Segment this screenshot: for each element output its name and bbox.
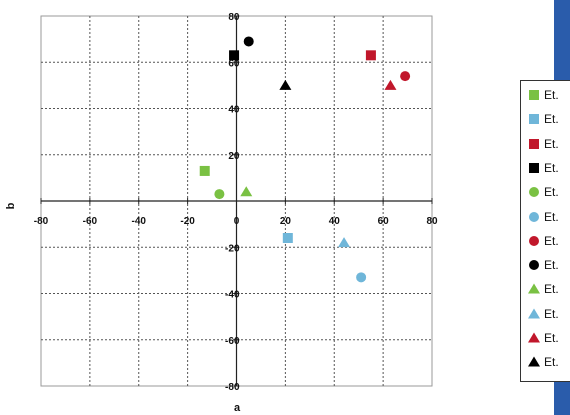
x-tick-label: -80 (34, 216, 49, 227)
legend-item: Et. (527, 280, 570, 298)
legend-marker-circle (529, 187, 539, 198)
axes (40, 15, 433, 387)
x-tick-label: 80 (426, 216, 438, 227)
x-axis-label: a (234, 402, 241, 414)
legend-item: Et. (527, 353, 570, 371)
legend-marker-square (529, 162, 539, 173)
data-point-triangle (279, 79, 292, 90)
legend-label: Et. (544, 258, 559, 273)
y-tick-label: 40 (228, 105, 240, 116)
legend-symbol (528, 283, 540, 294)
legend-symbol (529, 162, 539, 173)
y-tick-label: 60 (228, 58, 240, 69)
scatter-plot: -80 -60 -40 -20 0 20 40 60 80 -80 -60 -40 -20 20 40 60 8… (5, 12, 438, 414)
data-point-triangle (240, 186, 253, 197)
legend-symbol (529, 90, 539, 100)
legend-symbol (528, 308, 540, 319)
x-tick-label: 0 (234, 216, 240, 227)
legend-label: Et. (544, 331, 559, 345)
data-point-square (229, 50, 240, 61)
data-point-square (199, 165, 210, 176)
legend-marker-triangle (528, 332, 540, 343)
x-tick-label: -20 (180, 216, 195, 227)
legend-symbol (528, 332, 540, 343)
legend-marker-circle (529, 260, 539, 271)
legend-item: Et. (527, 135, 570, 153)
legend-item: Et. (527, 159, 570, 177)
legend-label: Et. (544, 88, 559, 102)
legend-item: Et. (527, 110, 570, 128)
x-tick-label: 60 (378, 216, 390, 227)
legend-symbol (528, 356, 540, 367)
legend-item: Et. (527, 256, 570, 274)
legend-label: Et. (544, 282, 559, 297)
x-tick-label: 40 (329, 216, 341, 227)
x-tick-label: 20 (280, 216, 292, 227)
legend-item: Et. (527, 86, 570, 104)
x-tick-label: -40 (132, 216, 147, 227)
legend-label: Et. (544, 160, 559, 175)
data-point-square (365, 50, 376, 61)
data-point-circle (243, 36, 254, 47)
data-point-circle (400, 71, 411, 82)
legend-marker-triangle (528, 356, 540, 367)
legend-item: Et. (527, 232, 570, 250)
legend-label: Et. (544, 209, 559, 224)
y-tick-label: -60 (225, 336, 240, 347)
legend-marker-circle (529, 211, 539, 222)
grid (41, 16, 432, 386)
y-axis-label: b (5, 202, 17, 209)
legend: Et. Et. Et. Et. Et. Et. Et. Et. Et. Et. Et. Et. (520, 80, 570, 382)
legend-symbol (529, 138, 539, 149)
legend-marker-circle (529, 235, 539, 246)
legend-symbol (529, 211, 539, 222)
data-points (199, 36, 411, 283)
legend-label: Et. (544, 233, 559, 248)
legend-marker-triangle (528, 283, 540, 294)
legend-symbol (529, 114, 539, 125)
y-tick-label: -20 (225, 243, 240, 254)
y-tick-label: 20 (228, 151, 240, 162)
legend-symbol (529, 187, 539, 198)
legend-marker-square (529, 114, 539, 125)
data-point-square (282, 233, 293, 243)
legend-marker-square (529, 90, 539, 100)
legend-label: Et. (544, 185, 559, 200)
data-point-triangle (384, 79, 397, 90)
legend-item: Et. (527, 305, 570, 323)
y-tick-label: -80 (225, 382, 240, 393)
data-point-triangle (338, 237, 351, 248)
legend-marker-square (529, 138, 539, 149)
y-tick-label: -40 (225, 290, 240, 301)
legend-label: Et. (544, 112, 559, 127)
data-point-circle (214, 189, 225, 200)
tick-labels: -80 -60 -40 -20 0 20 40 60 80 -80 -60 -40 -20 20 40 60 8… (34, 12, 438, 393)
y-tick-label: 80 (228, 12, 240, 23)
legend-marker-triangle (528, 308, 540, 319)
legend-symbol (529, 235, 539, 246)
x-tick-label: -60 (83, 216, 98, 227)
data-point-circle (356, 272, 367, 283)
legend-label: Et. (544, 136, 559, 151)
legend-item: Et. (527, 208, 570, 226)
legend-item: Et. (527, 329, 570, 347)
legend-label: Et. (544, 355, 559, 370)
legend-label: Et. (544, 306, 559, 321)
legend-item: Et. (527, 183, 570, 201)
legend-symbol (529, 260, 539, 271)
